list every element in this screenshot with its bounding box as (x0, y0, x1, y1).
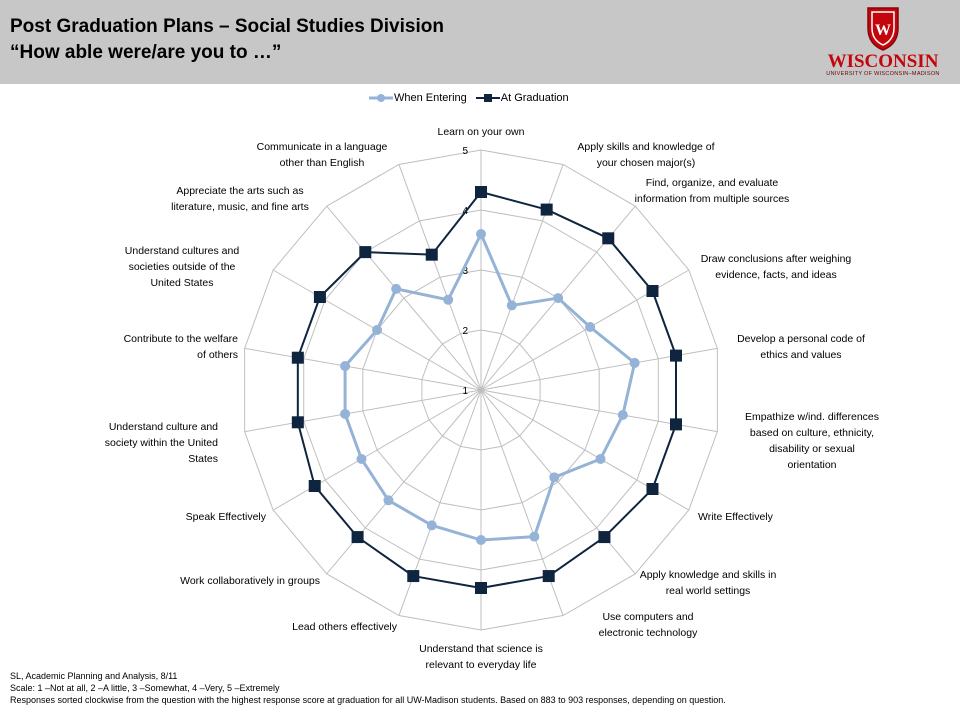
legend-item-at-graduation: At Graduation (475, 92, 569, 104)
category-label: Empathize w/ind. differences based on cul… (745, 411, 879, 471)
category-label: Understand culture and society within the… (105, 421, 218, 465)
data-point-when-entering (391, 283, 402, 294)
wisconsin-logo: W WISCONSIN UNIVERSITY OF WISCONSIN–MADI… (812, 4, 954, 80)
footer-notes: SL, Academic Planning and Analysis, 8/11… (10, 670, 726, 706)
data-point-at-graduation (669, 349, 682, 362)
category-label: Draw conclusions after weighing evidence,… (701, 253, 852, 281)
category-label: Lead others effectively (292, 621, 398, 633)
data-point-at-graduation (540, 203, 553, 216)
data-point-when-entering (340, 361, 351, 372)
grid-spoke (480, 164, 564, 391)
category-label: Contribute to the welfare of others (124, 333, 239, 361)
title-line-2: “How able were/are you to …” (10, 42, 282, 63)
data-point-when-entering (549, 472, 560, 483)
data-point-when-entering (595, 454, 606, 464)
data-point-at-graduation (291, 416, 304, 429)
data-point-when-entering (529, 531, 540, 542)
data-point-at-graduation (669, 418, 682, 431)
data-point-at-graduation (407, 570, 420, 583)
axis-tick-label: 2 (462, 326, 468, 337)
data-point-when-entering (476, 535, 486, 545)
grid-spoke (272, 389, 482, 511)
data-point-at-graduation (291, 351, 304, 364)
data-point-at-graduation (598, 531, 611, 544)
data-point-at-graduation (359, 246, 372, 259)
category-label: Develop a personal code of ethics and val… (737, 333, 865, 361)
legend-item-when-entering: When Entering (368, 92, 467, 104)
data-point-when-entering (340, 408, 351, 419)
data-point-at-graduation (475, 582, 487, 594)
data-point-when-entering (476, 229, 486, 239)
category-label: Communicate in a language other than Engl… (257, 141, 388, 169)
grid-spoke (244, 389, 482, 433)
category-label: Write Effectively (698, 511, 774, 523)
axis-tick-label: 3 (462, 266, 468, 277)
footer-source: SL, Academic Planning and Analysis, 8/11 (10, 671, 178, 681)
category-label: Apply knowledge and skills in real world … (640, 569, 777, 597)
data-point-when-entering (506, 300, 517, 311)
footer-note: Responses sorted clockwise from the ques… (10, 695, 726, 705)
category-label: Understand cultures and societies outside… (125, 245, 240, 289)
grid-spoke (244, 347, 482, 391)
data-point-when-entering (617, 410, 628, 421)
data-point-when-entering (372, 325, 383, 335)
footer-scale: Scale: 1 –Not at all, 2 –A little, 3 –So… (10, 683, 280, 693)
grid-spoke (326, 389, 482, 575)
data-point-at-graduation (308, 480, 321, 492)
category-label: Understand that science is relevant to ev… (419, 643, 543, 671)
data-point-when-entering (629, 357, 640, 368)
category-label: Find, organize, and evaluate information … (635, 177, 790, 205)
title-line-1: Post Graduation Plans – Social Studies D… (10, 16, 444, 37)
data-point-at-graduation (425, 248, 438, 261)
data-point-at-graduation (351, 531, 364, 544)
category-label: Learn on your own (438, 126, 525, 138)
grid-spoke (326, 205, 482, 391)
data-point-at-graduation (646, 285, 659, 297)
grid-spoke (480, 389, 636, 575)
data-point-when-entering (553, 293, 564, 304)
data-point-at-graduation (475, 186, 487, 198)
logo-subtitle: UNIVERSITY OF WISCONSIN–MADISON (826, 71, 940, 77)
category-label: Speak Effectively (186, 511, 267, 523)
data-point-when-entering (383, 495, 394, 506)
data-point-at-graduation (602, 232, 615, 245)
crest-letter: W (875, 22, 891, 39)
grid-spoke (398, 164, 482, 391)
legend-marker-circle-icon (369, 94, 393, 102)
category-label: Apply skills and knowledge of your chosen… (577, 141, 714, 169)
data-point-at-graduation (646, 483, 659, 495)
crest-icon: W (867, 7, 899, 51)
legend-label-at-graduation: At Graduation (500, 92, 569, 104)
axis-tick-label: 5 (462, 146, 468, 157)
data-point-when-entering (356, 454, 367, 464)
data-point-at-graduation (542, 570, 555, 583)
data-point-at-graduation (313, 291, 326, 303)
category-label: Work collaboratively in groups (180, 575, 320, 587)
page-title: Post Graduation Plans – Social Studies D… (10, 14, 444, 66)
data-point-when-entering (443, 294, 454, 305)
data-point-when-entering (426, 520, 437, 531)
header-bar: Post Graduation Plans – Social Studies D… (0, 0, 960, 84)
logo-wordmark: WISCONSIN (827, 51, 939, 72)
category-label: Appreciate the arts such as literature, m… (171, 185, 309, 213)
data-point-when-entering (585, 322, 596, 332)
axis-tick-label: 1 (462, 386, 468, 397)
legend-marker-square-icon (475, 94, 500, 102)
legend-label-when-entering: When Entering (394, 92, 467, 104)
category-label: Use computers and electronic technology (599, 611, 698, 639)
chart-legend: When Entering At Graduation (368, 92, 577, 104)
